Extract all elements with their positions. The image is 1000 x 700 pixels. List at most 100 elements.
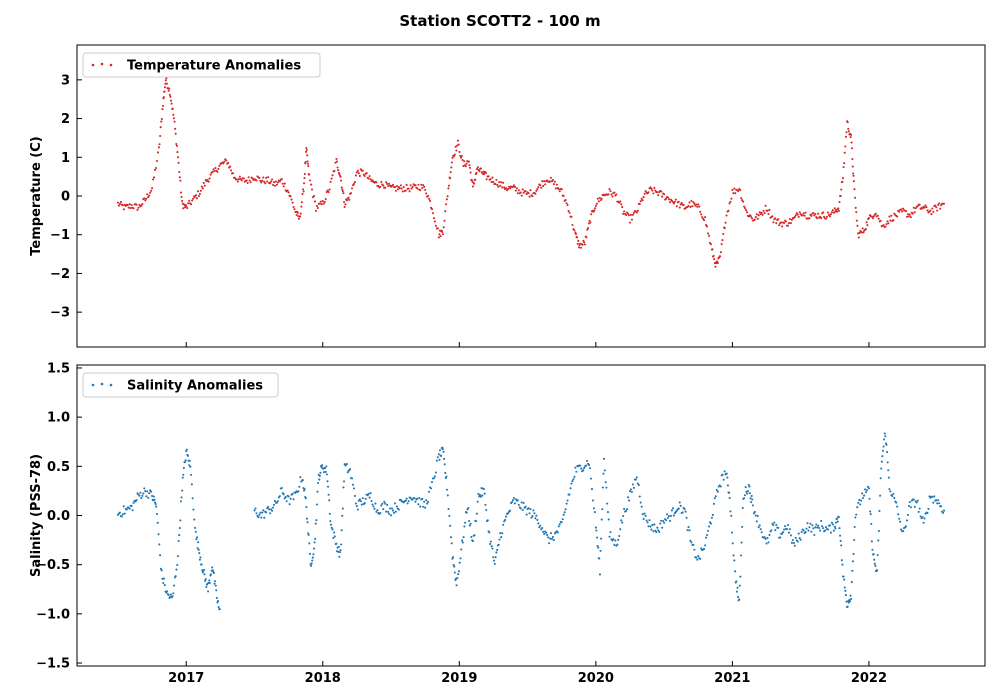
temperature-data-point xyxy=(583,243,586,246)
temperature-data-point xyxy=(558,190,561,193)
temperature-data-point xyxy=(796,213,799,216)
salinity-data-point xyxy=(849,594,852,597)
salinity-data-point xyxy=(883,438,886,441)
salinity-data-point xyxy=(819,529,822,532)
temperature-data-point xyxy=(705,225,709,228)
temperature-data-point xyxy=(394,189,397,192)
salinity-data-point xyxy=(824,529,827,532)
salinity-data-point xyxy=(763,536,766,539)
temperature-data-point xyxy=(935,206,938,209)
temperature-data-point xyxy=(853,188,856,191)
salinity-data-point xyxy=(350,477,354,480)
salinity-data-point xyxy=(507,512,510,515)
salinity-data-point xyxy=(491,547,494,550)
salinity-data-point xyxy=(176,563,179,567)
salinity-data-point xyxy=(490,545,493,548)
temperature-data-point xyxy=(459,154,462,157)
salinity-data-point xyxy=(324,467,327,470)
salinity-data-point xyxy=(199,556,202,559)
salinity-data-point xyxy=(816,526,819,529)
temperature-data-point xyxy=(610,193,613,196)
temperature-data-point xyxy=(551,178,554,182)
temperature-data-point xyxy=(851,157,854,161)
salinity-data-point xyxy=(130,504,133,508)
temperature-data-point xyxy=(816,217,819,220)
salinity-data-point xyxy=(284,496,287,499)
salinity-data-point xyxy=(311,559,314,562)
salinity-data-point xyxy=(318,474,321,477)
salinity-data-point xyxy=(748,485,751,488)
temperature-data-point xyxy=(786,224,790,227)
salinity-data-point xyxy=(783,528,786,531)
temperature-data-point xyxy=(474,178,477,181)
temperature-data-point xyxy=(720,243,723,246)
temperature-data-point xyxy=(245,179,248,182)
temperature-data-point xyxy=(402,186,405,189)
temperature-data-point xyxy=(587,222,590,225)
temperature-data-point xyxy=(155,160,159,163)
salinity-data-point xyxy=(881,449,885,452)
temperature-data-point xyxy=(832,211,835,214)
salinity-data-point xyxy=(122,505,125,508)
temperature-data-point xyxy=(729,200,732,203)
temperature-legend-label: Temperature Anomalies xyxy=(127,59,301,74)
salinity-data-point xyxy=(804,530,807,533)
temperature-data-point xyxy=(287,191,290,194)
temperature-data-point xyxy=(470,179,473,182)
salinity-data-point xyxy=(140,497,143,500)
temperature-data-point xyxy=(841,180,844,183)
salinity-data-point xyxy=(178,534,181,537)
salinity-data-point xyxy=(288,503,291,506)
salinity-data-point xyxy=(307,533,310,536)
temperature-data-point xyxy=(348,198,351,201)
salinity-data-point xyxy=(879,477,882,480)
temperature-data-point xyxy=(222,162,225,165)
temperature-data-point xyxy=(327,191,330,194)
temperature-data-point xyxy=(314,209,318,212)
temperature-data-point xyxy=(628,221,632,224)
salinity-data-point xyxy=(208,579,211,582)
temperature-data-point xyxy=(828,215,831,218)
temperature-data-point xyxy=(163,90,166,93)
salinity-data-point xyxy=(361,497,364,500)
salinity-data-point xyxy=(203,573,206,576)
salinity-data-point xyxy=(443,463,446,466)
salinity-data-point xyxy=(665,519,668,522)
salinity-data-point xyxy=(757,526,760,529)
temperature-data-point xyxy=(860,231,863,234)
salinity-data-point xyxy=(651,524,654,527)
salinity-data-point xyxy=(879,494,882,497)
salinity-data-point xyxy=(723,470,726,473)
temperature-data-point xyxy=(936,209,939,212)
salinity-data-point xyxy=(453,565,456,568)
salinity-data-point xyxy=(367,492,370,496)
salinity-data-point xyxy=(751,504,754,507)
temperature-data-point xyxy=(270,180,273,183)
salinity-data-point xyxy=(669,514,672,517)
salinity-data-point xyxy=(677,507,680,510)
salinity-data-point xyxy=(438,449,442,452)
salinity-data-point xyxy=(409,496,412,500)
salinity-data-point xyxy=(172,592,175,595)
salinity-data-point xyxy=(756,514,759,518)
salinity-data-point xyxy=(462,536,465,539)
salinity-data-point xyxy=(586,459,589,462)
salinity-data-point xyxy=(356,508,359,511)
salinity-data-point xyxy=(606,511,609,514)
temperature-data-point xyxy=(136,209,139,212)
temperature-data-point xyxy=(725,214,728,217)
salinity-data-point xyxy=(848,600,852,603)
salinity-data-point xyxy=(909,506,912,509)
temperature-data-point xyxy=(410,187,413,190)
temperature-data-point xyxy=(473,182,476,185)
salinity-data-point xyxy=(852,552,855,555)
salinity-data-point xyxy=(912,498,915,501)
temperature-data-point xyxy=(175,142,178,146)
salinity-data-point xyxy=(312,547,316,550)
temperature-data-point xyxy=(208,177,211,180)
salinity-data-point xyxy=(382,508,385,511)
temperature-data-point xyxy=(436,227,439,230)
temperature-data-point xyxy=(571,223,574,227)
salinity-data-point xyxy=(374,502,377,505)
salinity-data-point xyxy=(494,556,497,559)
